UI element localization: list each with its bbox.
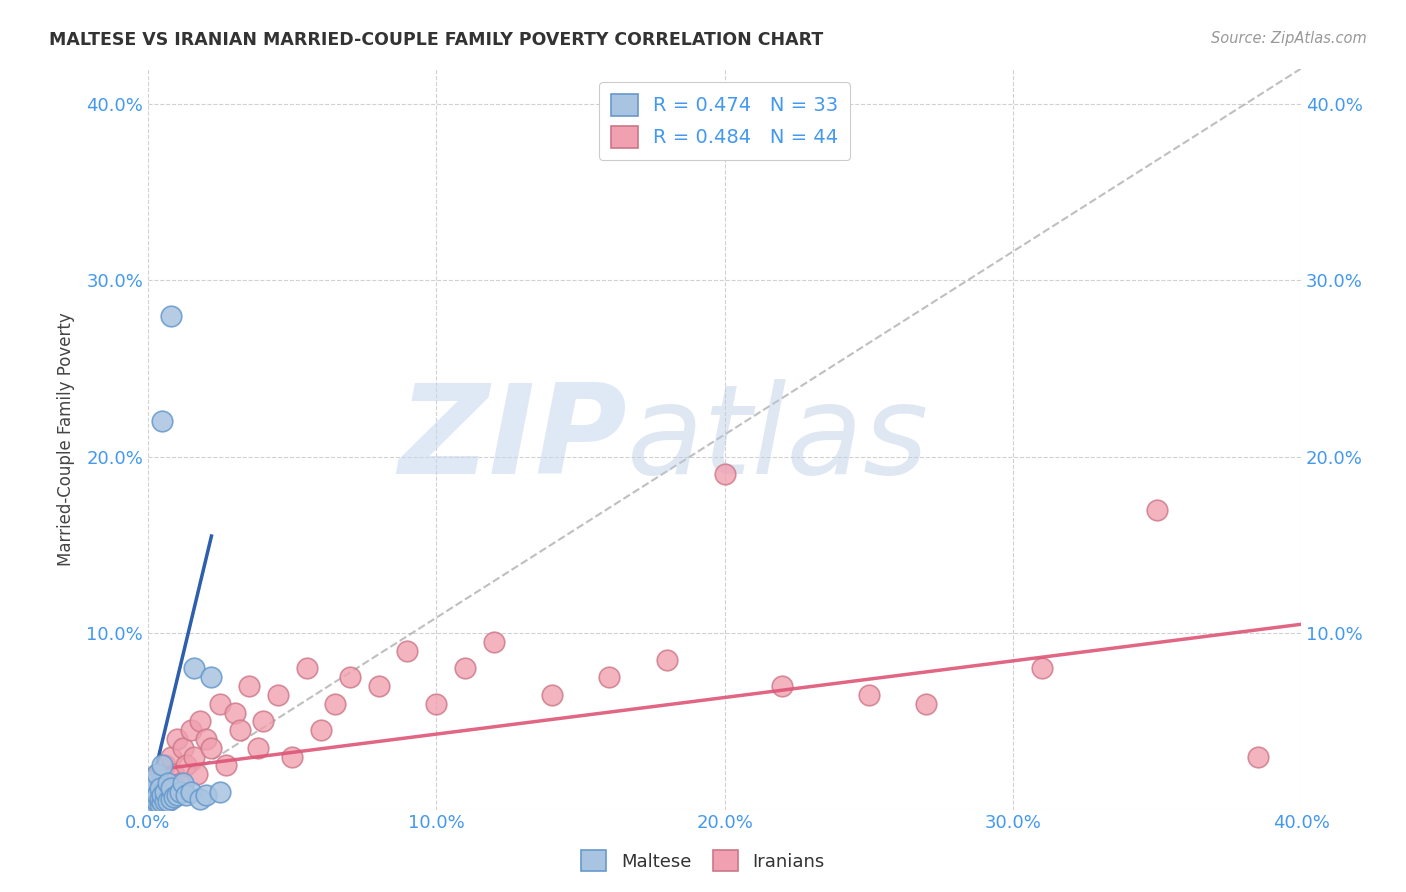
Point (454, 661, 477, 675)
Point (598, 670, 620, 684)
Point (325, 697, 347, 711)
Point (770, 679, 793, 693)
Point (482, 635, 505, 649)
Text: Source: ZipAtlas.com: Source: ZipAtlas.com (1211, 31, 1367, 46)
Point (238, 679, 260, 693)
Point (367, 679, 389, 693)
Point (157, 785, 180, 799)
Y-axis label: Married-Couple Family Poverty: Married-Couple Family Poverty (58, 312, 75, 566)
Point (200, 670, 222, 684)
Point (252, 714, 274, 729)
Point (1146, 502, 1168, 516)
Point (209, 785, 232, 799)
Point (183, 661, 205, 675)
Point (655, 652, 678, 666)
Point (1247, 749, 1270, 764)
Point (172, 740, 194, 755)
Point (540, 688, 562, 702)
Point (224, 706, 246, 720)
Point (396, 644, 419, 658)
Point (200, 740, 222, 755)
Point (160, 309, 183, 323)
Point (267, 688, 290, 702)
Point (425, 697, 447, 711)
Point (183, 749, 205, 764)
Text: ZIP: ZIP (398, 378, 627, 500)
Point (169, 776, 191, 790)
Point (157, 776, 180, 790)
Point (145, 767, 167, 781)
Point (160, 781, 183, 796)
Point (188, 714, 211, 729)
Point (155, 785, 177, 799)
Point (246, 740, 269, 755)
Point (180, 723, 202, 738)
Point (174, 789, 197, 803)
Point (160, 792, 183, 806)
Point (148, 781, 170, 796)
Point (148, 792, 170, 806)
Point (281, 749, 304, 764)
Point (915, 697, 938, 711)
Point (209, 697, 232, 711)
Point (163, 790, 186, 805)
Point (152, 789, 174, 803)
Point (152, 776, 174, 790)
Point (139, 785, 162, 799)
Point (152, 758, 174, 772)
Point (858, 688, 880, 702)
Point (215, 758, 238, 772)
Point (166, 789, 188, 803)
Point (309, 723, 332, 738)
Legend: Maltese, Iranians: Maltese, Iranians (574, 843, 832, 879)
Point (155, 758, 177, 772)
Point (139, 794, 162, 808)
Point (163, 767, 186, 781)
Point (142, 776, 165, 790)
Point (229, 723, 252, 738)
Point (148, 797, 170, 812)
Point (188, 792, 211, 806)
Point (194, 731, 217, 746)
Point (166, 731, 188, 746)
Point (145, 767, 167, 781)
Text: MALTESE VS IRANIAN MARRIED-COUPLE FAMILY POVERTY CORRELATION CHART: MALTESE VS IRANIAN MARRIED-COUPLE FAMILY… (49, 31, 824, 49)
Point (295, 661, 318, 675)
Point (157, 794, 180, 808)
Point (142, 797, 165, 812)
Point (339, 670, 361, 684)
Point (174, 758, 197, 772)
Point (1031, 661, 1053, 675)
Point (713, 467, 735, 482)
Point (180, 785, 202, 799)
Point (152, 796, 174, 810)
Point (142, 790, 165, 805)
Point (145, 789, 167, 803)
Point (155, 794, 177, 808)
Text: atlas: atlas (627, 378, 929, 500)
Point (194, 789, 217, 803)
Point (186, 767, 208, 781)
Point (172, 776, 194, 790)
Point (145, 796, 167, 810)
Point (160, 749, 183, 764)
Legend: R = 0.474   N = 33, R = 0.484   N = 44: R = 0.474 N = 33, R = 0.484 N = 44 (599, 82, 851, 160)
Point (152, 414, 174, 428)
Point (169, 785, 191, 799)
